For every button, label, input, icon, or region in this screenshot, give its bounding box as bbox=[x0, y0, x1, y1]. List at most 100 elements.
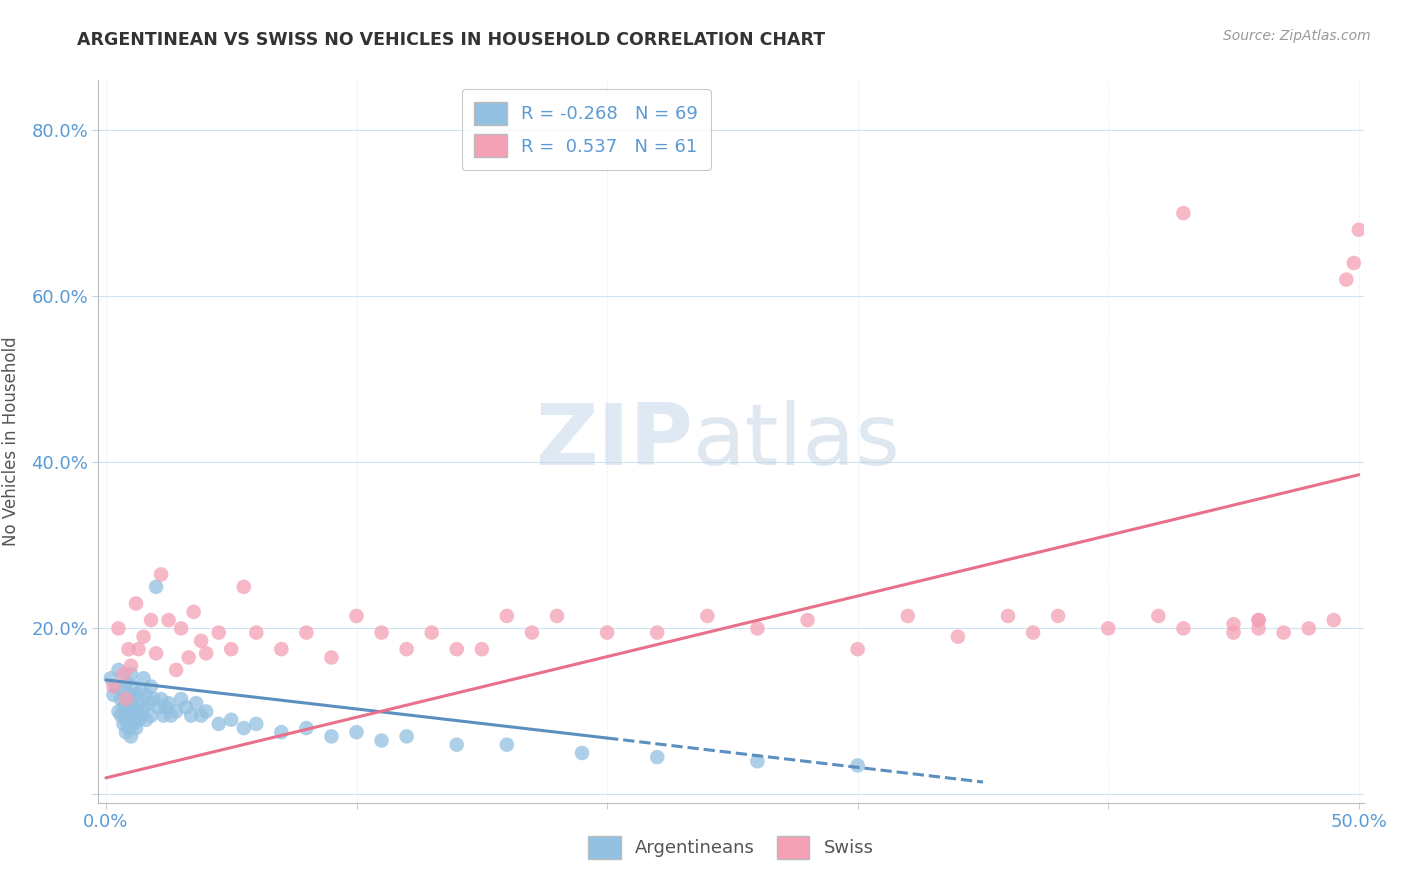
Point bbox=[157, 613, 180, 627]
Point bbox=[1298, 621, 1320, 635]
Point bbox=[129, 683, 152, 698]
Point bbox=[997, 609, 1019, 624]
Point bbox=[104, 680, 127, 694]
Point bbox=[148, 700, 170, 714]
Point bbox=[120, 692, 142, 706]
Point bbox=[946, 630, 969, 644]
Point bbox=[195, 705, 218, 719]
Point bbox=[1247, 613, 1270, 627]
Point bbox=[1173, 621, 1195, 635]
Point bbox=[132, 700, 155, 714]
Point bbox=[270, 642, 292, 657]
Point bbox=[1222, 617, 1244, 632]
Point bbox=[115, 725, 138, 739]
Point bbox=[117, 705, 139, 719]
Point bbox=[145, 580, 167, 594]
Point bbox=[596, 625, 619, 640]
Point bbox=[495, 609, 517, 624]
Point bbox=[120, 667, 142, 681]
Point bbox=[129, 708, 152, 723]
Point bbox=[112, 667, 135, 681]
Point bbox=[420, 625, 443, 640]
Point bbox=[160, 708, 183, 723]
Point bbox=[1047, 609, 1070, 624]
Point bbox=[128, 713, 150, 727]
Point bbox=[520, 625, 543, 640]
Point bbox=[846, 758, 869, 772]
Point bbox=[495, 738, 517, 752]
Point bbox=[103, 688, 125, 702]
Point bbox=[135, 713, 157, 727]
Point bbox=[170, 692, 193, 706]
Point bbox=[128, 696, 150, 710]
Point bbox=[190, 708, 212, 723]
Point bbox=[1323, 613, 1346, 627]
Point bbox=[100, 671, 122, 685]
Point bbox=[145, 646, 167, 660]
Point bbox=[142, 692, 165, 706]
Point bbox=[1247, 621, 1270, 635]
Point bbox=[1247, 613, 1270, 627]
Point bbox=[645, 750, 668, 764]
Point bbox=[1147, 609, 1170, 624]
Point bbox=[546, 609, 568, 624]
Point bbox=[117, 721, 139, 735]
Point bbox=[122, 700, 145, 714]
Point bbox=[696, 609, 718, 624]
Point bbox=[270, 725, 292, 739]
Point bbox=[321, 730, 343, 744]
Point bbox=[110, 692, 132, 706]
Point bbox=[395, 642, 418, 657]
Point bbox=[165, 705, 187, 719]
Point bbox=[135, 688, 157, 702]
Point bbox=[571, 746, 593, 760]
Point bbox=[150, 692, 173, 706]
Point bbox=[125, 705, 148, 719]
Point bbox=[1336, 272, 1358, 286]
Point bbox=[195, 646, 218, 660]
Y-axis label: No Vehicles in Household: No Vehicles in Household bbox=[1, 336, 20, 547]
Point bbox=[897, 609, 920, 624]
Point bbox=[125, 597, 148, 611]
Legend: Argentineans, Swiss: Argentineans, Swiss bbox=[581, 829, 882, 866]
Point bbox=[232, 721, 254, 735]
Point bbox=[139, 708, 162, 723]
Point bbox=[245, 625, 267, 640]
Point bbox=[208, 717, 231, 731]
Point bbox=[747, 754, 769, 768]
Point bbox=[107, 621, 129, 635]
Point bbox=[110, 708, 132, 723]
Point bbox=[395, 730, 418, 744]
Point bbox=[186, 696, 208, 710]
Point bbox=[177, 650, 200, 665]
Point bbox=[1272, 625, 1295, 640]
Point bbox=[747, 621, 769, 635]
Point bbox=[150, 567, 173, 582]
Point bbox=[180, 708, 202, 723]
Point bbox=[122, 717, 145, 731]
Point bbox=[1097, 621, 1119, 635]
Point bbox=[115, 692, 138, 706]
Point bbox=[174, 700, 197, 714]
Point bbox=[107, 705, 129, 719]
Point bbox=[346, 725, 368, 739]
Text: ZIP: ZIP bbox=[536, 400, 693, 483]
Point bbox=[138, 696, 160, 710]
Point bbox=[117, 688, 139, 702]
Point bbox=[112, 683, 135, 698]
Point bbox=[321, 650, 343, 665]
Point bbox=[125, 721, 148, 735]
Point bbox=[132, 630, 155, 644]
Point bbox=[103, 680, 125, 694]
Point bbox=[112, 700, 135, 714]
Point bbox=[295, 721, 318, 735]
Point bbox=[117, 642, 139, 657]
Point bbox=[128, 642, 150, 657]
Point bbox=[139, 613, 162, 627]
Text: atlas: atlas bbox=[693, 400, 901, 483]
Point bbox=[152, 708, 174, 723]
Point bbox=[370, 625, 392, 640]
Point bbox=[245, 717, 267, 731]
Point bbox=[471, 642, 494, 657]
Point bbox=[183, 605, 205, 619]
